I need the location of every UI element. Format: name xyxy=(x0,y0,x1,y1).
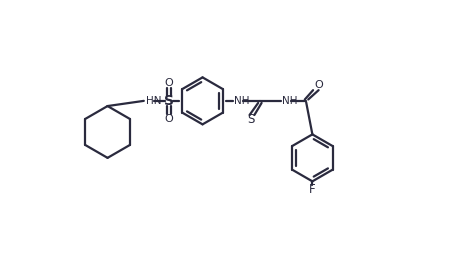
Text: HN: HN xyxy=(145,96,161,106)
Text: O: O xyxy=(165,114,173,124)
Text: NH: NH xyxy=(234,96,249,106)
Text: O: O xyxy=(314,80,323,90)
Text: S: S xyxy=(164,94,174,108)
Text: O: O xyxy=(165,78,173,88)
Text: NH: NH xyxy=(282,96,297,106)
Text: F: F xyxy=(309,183,316,197)
Text: S: S xyxy=(247,113,255,126)
